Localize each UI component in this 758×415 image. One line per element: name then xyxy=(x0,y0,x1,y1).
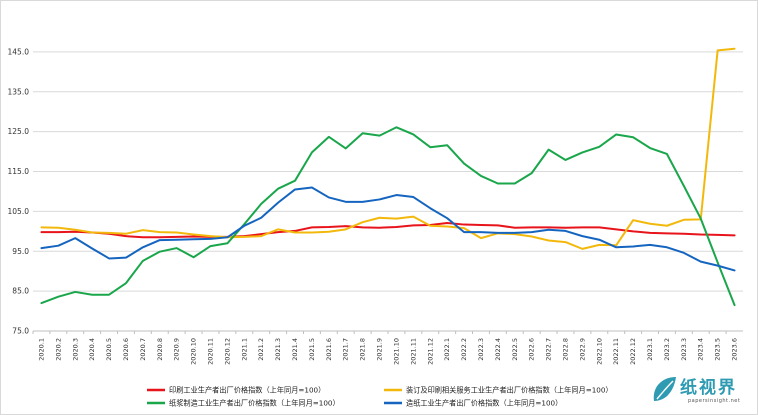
x-tick-label: 2021.5 xyxy=(308,338,316,361)
y-tick-label: 115.0 xyxy=(8,167,30,176)
x-tick-label: 2022.10 xyxy=(595,338,603,365)
x-axis: 2020.1 2020.2 2020.3 2020.4 2020.5 2020.6 2020… xyxy=(32,331,739,365)
legend-label: 造纸工业生产者出厂价格指数（上年同月=100） xyxy=(406,399,562,408)
leaf-icon xyxy=(653,377,676,401)
y-tick-label: 105.0 xyxy=(8,207,30,216)
legend: 印刷工业生产者出厂价格指数（上年同月=100） 装订及印刷相关服务工业生产者出厂价… xyxy=(147,386,613,408)
x-tick-label: 2023.3 xyxy=(680,338,688,361)
x-tick-label: 2021.1 xyxy=(240,338,248,361)
series-line-1 xyxy=(40,221,736,239)
y-tick-label: 125.0 xyxy=(8,127,30,136)
x-tick-label: 2023.6 xyxy=(731,338,739,361)
x-tick-label: 2022.6 xyxy=(528,338,536,361)
x-tick-label: 2021.11 xyxy=(409,338,417,365)
x-tick-label: 2021.10 xyxy=(392,338,400,365)
x-tick-label: 2020.9 xyxy=(173,338,181,361)
x-tick-label: 2022.11 xyxy=(612,338,620,365)
x-tick-label: 2022.8 xyxy=(562,338,570,361)
x-tick-label: 2021.2 xyxy=(257,338,265,361)
x-tick-label: 2023.5 xyxy=(714,338,722,361)
x-tick-label: 2020.2 xyxy=(54,338,62,361)
legend-label: 纸浆制造工业生产者出厂价格指数（上年同月=100） xyxy=(169,399,340,408)
x-tick-label: 2021.8 xyxy=(359,338,367,361)
x-tick-label: 2020.4 xyxy=(88,338,96,361)
legend-label: 装订及印刷相关服务工业生产者出厂价格指数（上年同月=100） xyxy=(406,386,613,395)
x-tick-label: 2022.12 xyxy=(629,338,637,365)
y-tick-label: 95.0 xyxy=(12,247,29,256)
x-tick-label: 2021.3 xyxy=(274,338,282,361)
series-line-3 xyxy=(40,126,736,307)
x-tick-label: 2022.4 xyxy=(494,338,502,361)
y-tick-label: 85.0 xyxy=(12,287,29,296)
x-tick-label: 2021.12 xyxy=(426,338,434,365)
series-line-4 xyxy=(40,186,736,272)
x-tick-label: 2021.6 xyxy=(325,338,333,361)
x-tick-label: 2021.9 xyxy=(376,338,384,361)
watermark-title: 纸视界 xyxy=(680,377,737,398)
x-tick-label: 2022.3 xyxy=(477,338,485,361)
x-tick-label: 2023.1 xyxy=(646,338,654,361)
x-tick-label: 2020.7 xyxy=(139,338,147,361)
x-tick-label: 2022.9 xyxy=(578,338,586,361)
x-tick-label: 2020.3 xyxy=(71,338,79,361)
watermark-logo: 纸视界 papersinsight.net xyxy=(653,377,740,404)
x-tick-label: 2020.5 xyxy=(105,338,113,361)
watermark-url: papersinsight.net xyxy=(688,398,740,404)
x-tick-label: 2020.1 xyxy=(37,338,45,361)
x-tick-label: 2021.7 xyxy=(342,338,350,361)
series-layer xyxy=(40,47,736,307)
y-tick-label: 145.0 xyxy=(8,47,30,56)
series-line-2 xyxy=(40,47,736,250)
x-tick-label: 2021.4 xyxy=(291,338,299,361)
y-tick-label: 75.0 xyxy=(12,327,29,336)
x-tick-label: 2020.8 xyxy=(156,338,164,361)
x-tick-label: 2022.1 xyxy=(443,338,451,361)
x-tick-label: 2022.5 xyxy=(511,338,519,361)
x-tick-label: 2022.7 xyxy=(545,338,553,361)
x-tick-label: 2020.11 xyxy=(207,338,215,365)
x-tick-label: 2023.4 xyxy=(697,338,705,361)
x-tick-label: 2020.6 xyxy=(122,338,130,361)
y-axis: 75.0 85.0 95.0 105.0 115.0 125.0 135.0 145.0 xyxy=(8,47,30,335)
y-tick-label: 135.0 xyxy=(8,87,30,96)
legend-label: 印刷工业生产者出厂价格指数（上年同月=100） xyxy=(169,386,325,395)
x-tick-label: 2022.2 xyxy=(460,338,468,361)
x-tick-label: 2020.10 xyxy=(190,338,198,365)
x-tick-label: 2023.2 xyxy=(663,338,671,361)
x-tick-label: 2020.12 xyxy=(223,338,231,365)
